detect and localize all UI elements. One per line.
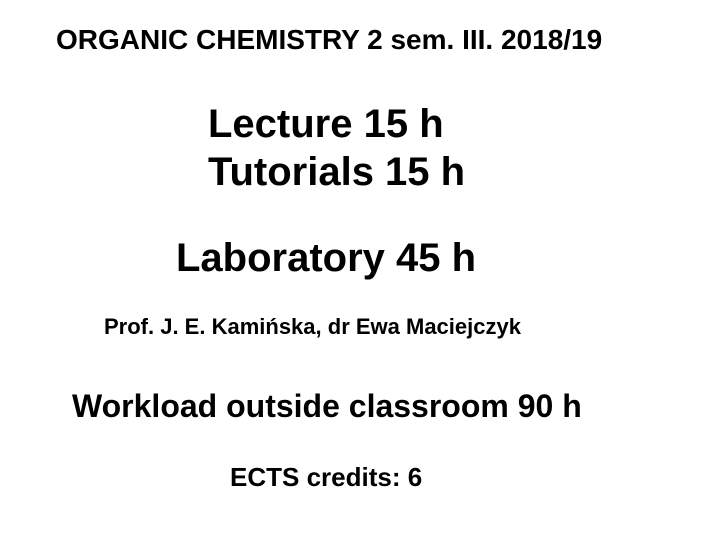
slide: ORGANIC CHEMISTRY 2 sem. III. 2018/19 Le… bbox=[0, 0, 720, 540]
laboratory-line: Laboratory 45 h bbox=[176, 236, 476, 281]
workload-line: Workload outside classroom 90 h bbox=[72, 388, 582, 425]
tutorials-line: Tutorials 15 h bbox=[208, 150, 465, 195]
instructors-line: Prof. J. E. Kamińska, dr Ewa Maciejczyk bbox=[104, 314, 521, 340]
lecture-line: Lecture 15 h bbox=[208, 102, 444, 147]
slide-title: ORGANIC CHEMISTRY 2 sem. III. 2018/19 bbox=[56, 24, 602, 56]
ects-line: ECTS credits: 6 bbox=[230, 462, 422, 493]
